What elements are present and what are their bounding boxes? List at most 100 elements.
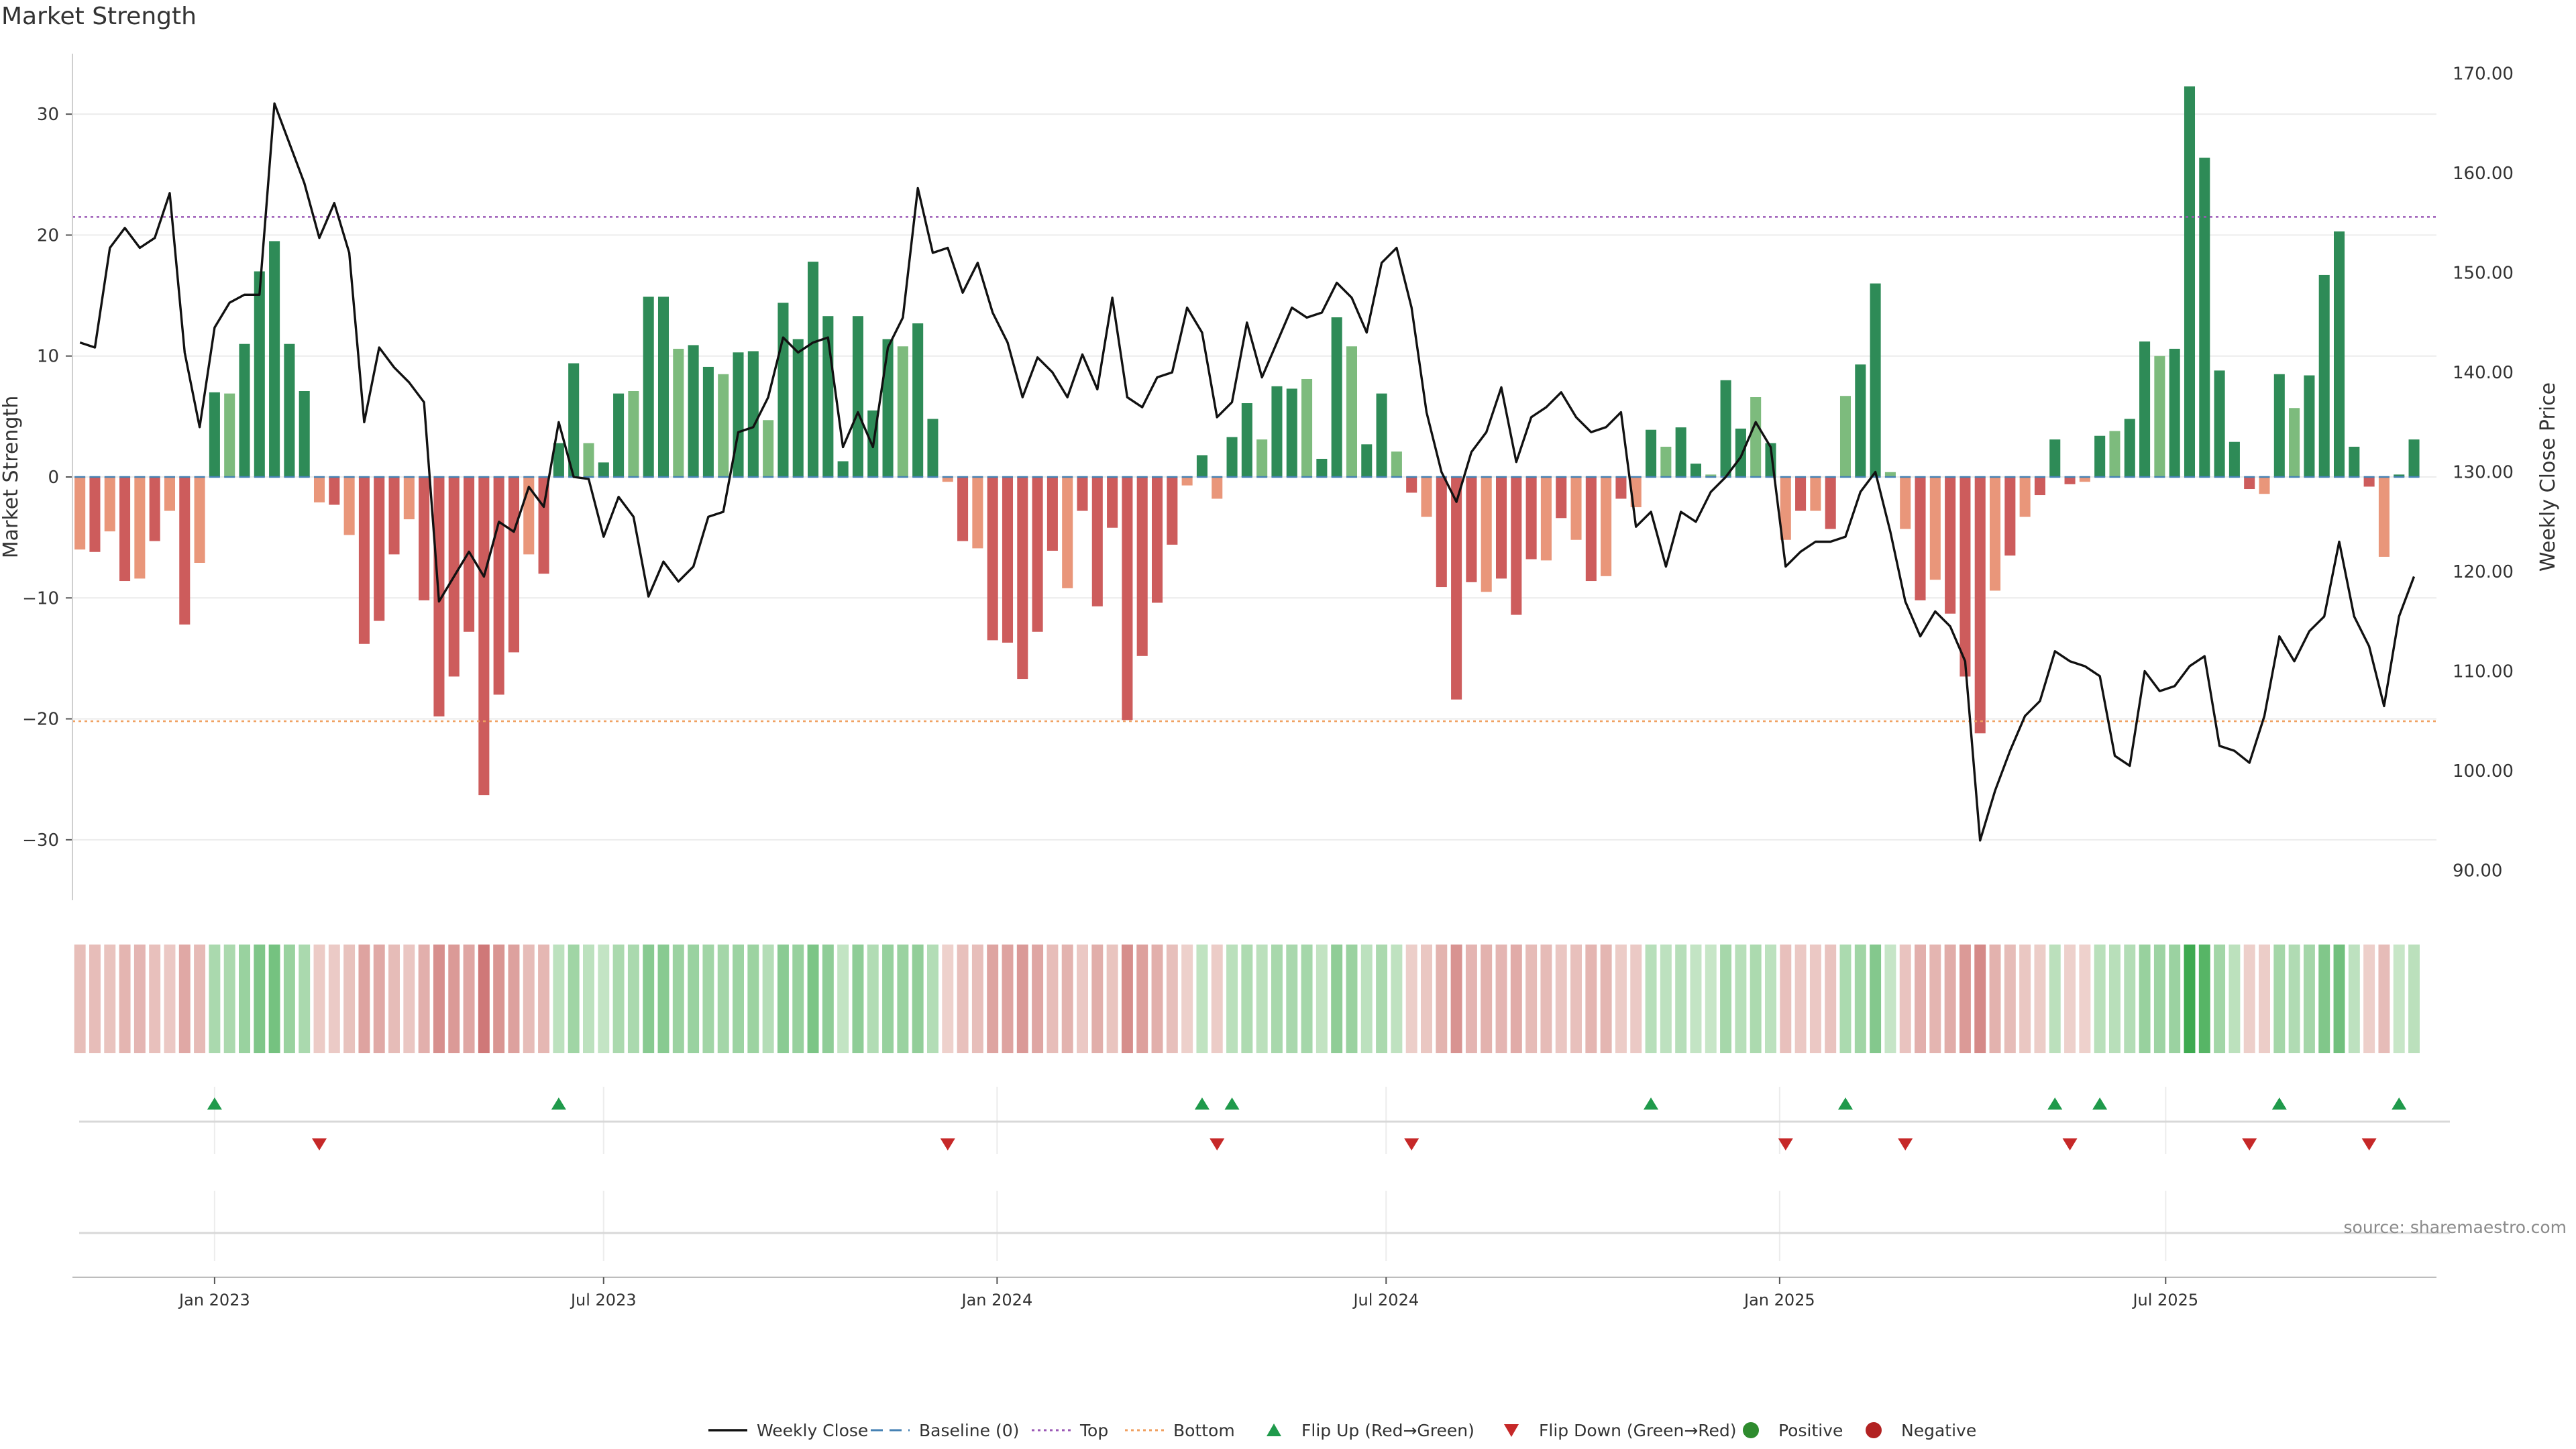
strength-bar [1929, 477, 1941, 580]
strength-bar [2259, 477, 2270, 494]
strength-bar [1167, 477, 1178, 545]
strength-bar [1436, 477, 1447, 588]
strength-bar [2064, 477, 2076, 484]
strength-bar [1646, 429, 1657, 477]
strength-bar [2408, 439, 2420, 477]
strength-bar [1421, 477, 1432, 517]
strength-bar [1839, 396, 1851, 477]
strength-bar [1690, 464, 1701, 477]
heat-cell [987, 945, 999, 1053]
strength-bar [538, 477, 549, 574]
strength-bar [1406, 477, 1417, 493]
strength-bar [149, 477, 160, 541]
strength-bar [2333, 231, 2345, 477]
flip-down-marker [1778, 1138, 1793, 1150]
flip-down-marker [1404, 1138, 1419, 1150]
heat-cell [822, 945, 834, 1053]
heat-cell [133, 945, 146, 1053]
strength-bar [358, 477, 370, 644]
strength-bar [957, 477, 969, 541]
strength-bar [194, 477, 205, 564]
strength-bar [1376, 393, 1387, 477]
strength-bar [673, 348, 684, 477]
strength-bar [1136, 477, 1148, 656]
y2-tick-label: 130.00 [2453, 463, 2514, 483]
heat-cell [1421, 945, 1432, 1053]
heat-cell [1391, 945, 1403, 1053]
strength-bar [1271, 386, 1283, 477]
heat-cell [612, 945, 625, 1053]
x-tick-label: Jan 2024 [961, 1291, 1033, 1309]
strength-bar [852, 316, 863, 477]
heat-cell [1510, 945, 1522, 1053]
heat-cell [2408, 945, 2420, 1053]
strength-bar [2349, 446, 2360, 477]
heat-cell [1870, 945, 1882, 1053]
strength-bar [1316, 458, 1328, 477]
strength-bar [134, 477, 146, 579]
heat-cell [1585, 945, 1597, 1053]
flip-down-marker [312, 1138, 327, 1150]
strength-bar [388, 477, 400, 555]
heat-cell [209, 945, 221, 1053]
strength-bar [478, 477, 490, 796]
flip-down-marker [2062, 1138, 2078, 1150]
strength-bar [1960, 477, 1971, 677]
legend-label: Negative [1901, 1421, 1976, 1440]
strength-bar [1884, 472, 1896, 477]
strength-bar [1451, 477, 1462, 700]
strength-bar [1720, 380, 1731, 477]
strength-bar [1107, 477, 1118, 528]
strength-bar [164, 477, 176, 511]
strength-bar [792, 339, 804, 477]
y-tick-label: 20 [37, 225, 59, 246]
legend-swatch [1267, 1424, 1281, 1436]
heat-cell [657, 945, 669, 1053]
x-tick-label: Jan 2025 [1743, 1291, 1815, 1309]
strength-bar [254, 271, 265, 477]
strength-bar [927, 419, 938, 477]
flip-down-marker [1898, 1138, 1913, 1150]
strength-bar [1122, 477, 1133, 720]
heat-cell [1211, 945, 1223, 1053]
heat-cell [971, 945, 983, 1053]
strength-bar [613, 393, 625, 477]
heat-cell [493, 945, 505, 1053]
heat-cell [1645, 945, 1657, 1053]
heat-cell [268, 945, 280, 1053]
strength-bar [1945, 477, 1956, 614]
heat-cell [2064, 945, 2076, 1053]
strength-bar [1062, 477, 1073, 588]
strength-bar [2229, 441, 2240, 477]
strength-bar [628, 390, 639, 477]
heat-cell [598, 945, 610, 1053]
legend-item: Top [1032, 1421, 1108, 1440]
heat-cell [1196, 945, 1208, 1053]
legend-item: Negative [1866, 1421, 1976, 1440]
strength-bar [1780, 477, 1791, 540]
heat-cell [1974, 945, 1986, 1053]
y2-tick-label: 120.00 [2453, 562, 2514, 582]
y-tick-label: −20 [22, 710, 59, 730]
strength-bar [2109, 431, 2121, 477]
strength-bar [2304, 375, 2315, 477]
strength-bar [1046, 477, 1058, 551]
heat-cell [1765, 945, 1776, 1053]
heat-cell [837, 945, 849, 1053]
heat-cell [433, 945, 445, 1053]
strength-bar [568, 363, 580, 477]
heat-cell [2094, 945, 2106, 1053]
strength-bar [2184, 86, 2196, 478]
legend-label: Flip Down (Green→Red) [1539, 1421, 1737, 1440]
heat-cell [178, 945, 191, 1053]
heat-cell [912, 945, 924, 1053]
strength-bar [1346, 346, 1358, 477]
heat-cell [568, 945, 580, 1053]
heat-cell [223, 945, 235, 1053]
legend-swatch [1866, 1422, 1882, 1438]
heat-cell [388, 945, 400, 1053]
heat-cell [343, 945, 356, 1053]
heat-cell [538, 945, 550, 1053]
heat-cell [643, 945, 655, 1053]
heat-cell [283, 945, 295, 1053]
